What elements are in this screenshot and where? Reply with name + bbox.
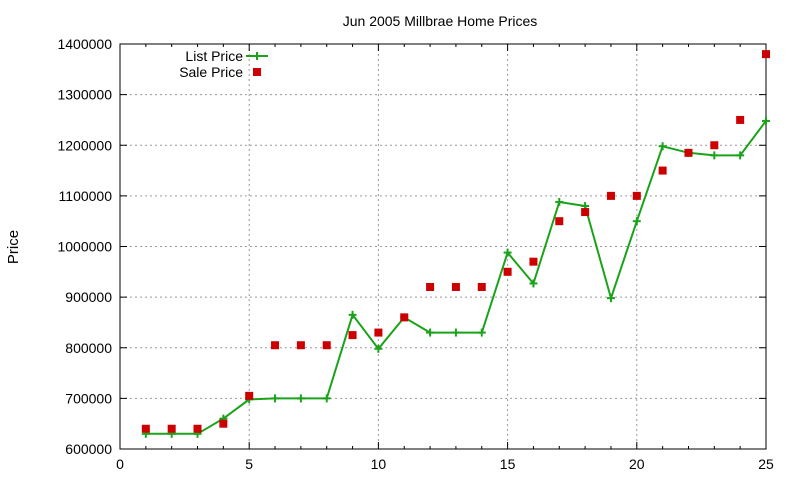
legend-label: List Price — [185, 48, 243, 64]
legend-line-icon — [246, 52, 268, 60]
list-price-line — [145, 120, 767, 435]
y-tick-label: 700000 — [65, 390, 112, 406]
sale-price-point — [167, 424, 176, 433]
sale-price-point — [400, 313, 409, 322]
list-price-point — [477, 328, 486, 337]
sale-price-point — [503, 267, 512, 276]
sale-price-point — [322, 341, 331, 350]
y-tick-label: 600000 — [65, 441, 112, 457]
y-tick-label: 1400000 — [57, 36, 112, 52]
y-tick-label: 1200000 — [57, 137, 112, 153]
legend-item-1: List Price — [185, 48, 268, 64]
x-tick-label: 5 — [245, 456, 253, 472]
sale-price-point — [296, 341, 305, 350]
list-price-point — [762, 116, 770, 125]
legend-label: Sale Price — [179, 64, 243, 80]
series-1 — [141, 116, 770, 438]
sale-price-point — [684, 148, 693, 157]
list-price-point — [426, 328, 435, 337]
list-price-point — [632, 217, 641, 226]
x-tick-label: 20 — [629, 456, 645, 472]
x-tick-label: 25 — [758, 456, 774, 472]
sale-price-point — [529, 257, 538, 266]
y-tick-label: 1300000 — [57, 87, 112, 103]
y-axis-label: Price — [5, 230, 22, 264]
sale-price-point — [374, 328, 383, 337]
y-tick-label: 1000000 — [57, 239, 112, 255]
list-price-point — [271, 394, 280, 403]
sale-price-point — [193, 424, 202, 433]
grid — [120, 44, 766, 449]
sale-price-point — [477, 283, 486, 291]
list-price-point — [451, 328, 460, 337]
plot-frame — [119, 43, 767, 450]
legend-square-icon — [253, 68, 261, 76]
list-price-point — [736, 151, 745, 160]
x-tick-label: 15 — [500, 456, 516, 472]
sale-price-point — [581, 208, 590, 217]
sale-price-point — [219, 419, 228, 428]
axes: 600000 700000 800000 900000 1000000 1100000 12… — [57, 36, 774, 472]
sale-price-point — [658, 166, 667, 175]
sale-price-point — [762, 50, 770, 59]
list-price-point — [606, 294, 615, 303]
sale-price-point — [555, 217, 564, 226]
sale-price-point — [271, 341, 280, 350]
list-price-point — [555, 197, 564, 206]
legend-item-2: Sale Price — [179, 64, 261, 80]
sale-price-point — [736, 115, 745, 124]
sale-price-point — [348, 331, 357, 340]
sale-price-point — [710, 141, 719, 150]
list-price-point — [710, 151, 719, 160]
sale-price-point — [606, 191, 615, 200]
y-tick-label: 1100000 — [59, 188, 113, 204]
y-tick-label: 900000 — [65, 289, 112, 305]
chart-title: Jun 2005 Millbrae Home Prices — [343, 13, 538, 29]
y-tick-label: 800000 — [65, 340, 112, 356]
list-price-point — [529, 279, 538, 288]
sale-price-point — [245, 391, 254, 400]
x-tick-label: 0 — [116, 456, 124, 472]
list-price-point — [374, 344, 383, 353]
list-price-point — [322, 394, 331, 403]
sale-price-point — [141, 424, 150, 433]
list-price-point — [503, 248, 512, 257]
sale-price-point — [426, 283, 435, 291]
list-price-point — [348, 310, 357, 319]
sale-price-point — [451, 283, 460, 291]
series-2 — [141, 50, 770, 433]
x-tick-label: 10 — [371, 456, 387, 472]
sale-price-point — [632, 191, 641, 200]
list-price-point — [296, 394, 305, 403]
list-price-point — [658, 142, 667, 151]
series-layer — [141, 50, 770, 438]
legend-square — [253, 68, 261, 76]
